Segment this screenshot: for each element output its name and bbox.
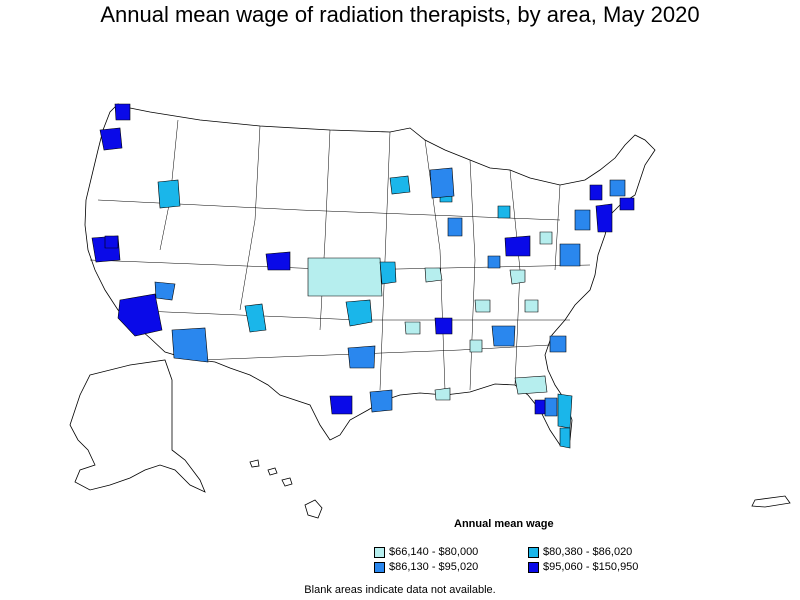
legend-title: Annual mean wage	[454, 518, 554, 530]
legend-label: $80,380 - $86,020	[543, 546, 633, 558]
legend-item-tier1: $66,140 - $80,000	[374, 546, 478, 558]
legend-swatch	[374, 546, 385, 558]
area-tier3	[559, 243, 581, 267]
area-tier1	[404, 321, 421, 335]
legend-label: $95,060 - $150,950	[543, 561, 639, 573]
hawaii-island	[267, 467, 278, 476]
area-tier3	[171, 327, 209, 363]
data-availability-note: Blank areas indicate data not available.	[304, 584, 496, 596]
area-tier3	[609, 179, 626, 197]
alaska-outline	[69, 359, 206, 493]
area-tier4	[589, 184, 603, 201]
area-tier3	[549, 335, 567, 353]
area-tier4	[329, 395, 353, 415]
area-tier1	[424, 267, 443, 283]
area-tier1	[434, 387, 451, 401]
legend-item-tier4: $95,060 - $150,950	[528, 561, 638, 573]
legend-label: $66,140 - $80,000	[389, 546, 479, 558]
area-kansas	[307, 257, 383, 297]
area-tier1	[524, 299, 539, 313]
legend-item-tier3: $86,130 - $95,020	[374, 561, 478, 573]
legend-label: $86,130 - $95,020	[389, 561, 479, 573]
area-tier2	[559, 427, 571, 449]
area-tier2	[379, 261, 397, 285]
area-tier4	[434, 317, 453, 335]
area-tier3	[154, 281, 176, 301]
area-tier1	[474, 299, 491, 313]
area-tier4	[504, 235, 531, 257]
area-tier4	[619, 197, 635, 211]
puerto-rico-outline	[751, 495, 791, 508]
area-tier4	[99, 127, 123, 151]
hawaii-island	[304, 499, 323, 519]
map-title: Annual mean wage of radiation therapists…	[100, 2, 700, 27]
area-tier3	[487, 255, 501, 269]
area-tier3	[369, 389, 393, 413]
area-tier2	[157, 179, 181, 209]
area-tier3	[491, 325, 516, 347]
area-tier1	[469, 339, 483, 353]
area-tier4	[104, 235, 119, 249]
area-tier3	[447, 217, 463, 237]
area-tier2	[345, 299, 373, 327]
area-tier4	[117, 293, 163, 337]
hawaii-island	[281, 477, 293, 487]
area-tier3	[544, 397, 558, 417]
area-tier3	[574, 209, 591, 231]
area-tier2	[497, 205, 511, 219]
hawaii-island	[249, 459, 260, 468]
area-tier4	[534, 399, 546, 415]
area-tier4	[114, 103, 131, 121]
area-tier2	[389, 175, 411, 195]
area-tier3	[429, 167, 455, 199]
area-tier3	[347, 345, 376, 369]
area-tier4	[595, 203, 613, 233]
area-tier1	[509, 269, 526, 285]
legend-item-tier2: $80,380 - $86,020	[528, 546, 632, 558]
area-tier1	[539, 231, 553, 245]
legend-swatch	[528, 546, 539, 558]
area-tier2	[557, 393, 573, 429]
legend-swatch	[528, 561, 539, 573]
area-tier1	[514, 375, 548, 395]
area-tier2	[244, 303, 267, 333]
legend-swatch	[374, 561, 385, 573]
area-tier4	[265, 251, 291, 271]
